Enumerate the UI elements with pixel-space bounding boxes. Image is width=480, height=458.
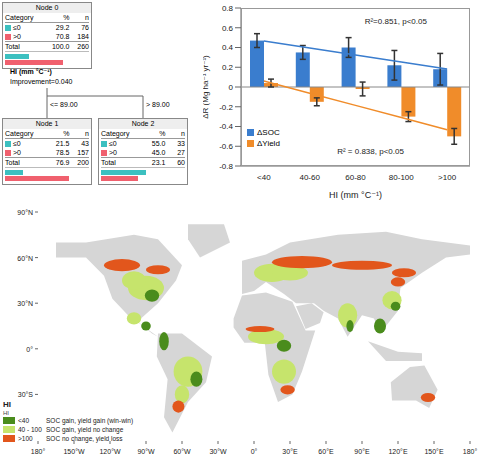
svg-text:150°W: 150°W [63, 448, 84, 455]
html-text:60: 60 [177, 159, 185, 166]
svg-text:>100: >100 [438, 173, 457, 182]
html-text:Total: Total [5, 159, 20, 166]
html-text:157: 157 [77, 149, 89, 156]
html-text:R² = 0.838, p<0.05: R² = 0.838, p<0.05 [337, 147, 404, 156]
svg-text:60°N: 60°N [17, 255, 33, 262]
svg-text:30°N: 30°N [17, 300, 33, 307]
html-text:Total: Total [5, 43, 20, 50]
html-text:≤0: ≤0 [13, 140, 21, 147]
html-text:23.1: 23.1 [151, 159, 166, 166]
html-text:>0: >0 [13, 33, 21, 40]
html-text:<= 89.00: <= 89.00 [50, 101, 78, 108]
html-text:29.2: 29.2 [55, 24, 70, 31]
svg-text:-0.2: -0.2 [219, 103, 233, 112]
html-text:184: 184 [77, 33, 89, 40]
html-text:≤0: ≤0 [109, 140, 117, 147]
svg-text:0.6: 0.6 [222, 24, 234, 33]
html-text:ΔYield: ΔYield [257, 138, 280, 148]
html-text:100.0: 100.0 [51, 43, 70, 50]
html-text:n: n [85, 130, 89, 137]
svg-text:0°: 0° [26, 346, 33, 353]
svg-text:HI: HI [8, 410, 9, 416]
html-text:Node 2: Node 2 [131, 120, 155, 127]
svg-text:90°E: 90°E [354, 448, 370, 455]
svg-text:SOC no change, yield loss: SOC no change, yield loss [46, 435, 123, 443]
svg-text:150°E: 150°E [424, 448, 443, 455]
svg-text:30°W: 30°W [209, 448, 227, 455]
html-text:Node 1: Node 1 [35, 120, 59, 127]
html-text:27: 27 [177, 149, 185, 156]
html-text:R²=0.851, p<0.05: R²=0.851, p<0.05 [364, 17, 427, 27]
svg-text:<40: <40 [18, 417, 29, 424]
html-text:Node 0: Node 0 [35, 4, 59, 11]
svg-text:120°E: 120°E [388, 448, 407, 455]
svg-text:HI: HI [8, 400, 11, 409]
svg-text:SOC gain, yield gain (win-win): SOC gain, yield gain (win-win) [46, 417, 133, 425]
html-text:21.5: 21.5 [55, 140, 70, 147]
svg-text:180°: 180° [31, 448, 46, 455]
svg-text:0.8: 0.8 [222, 4, 234, 13]
svg-text:40-60: 40-60 [299, 173, 320, 182]
svg-text:0.4: 0.4 [222, 43, 234, 52]
html-text:78.5: 78.5 [55, 149, 70, 156]
html-text:Category: Category [101, 130, 130, 137]
html-text:>0: >0 [13, 149, 21, 156]
svg-text:60°W: 60°W [173, 448, 191, 455]
html-text:Improvement=0.040: Improvement=0.040 [10, 78, 73, 85]
svg-text:-0.8: -0.8 [219, 162, 233, 171]
svg-text:0: 0 [229, 83, 234, 92]
svg-text:30°E: 30°E [282, 448, 298, 455]
svg-text:90°W: 90°W [137, 448, 155, 455]
html-text:n: n [181, 130, 185, 137]
html-text:76: 76 [81, 24, 89, 31]
html-text:> 89.00: > 89.00 [146, 101, 170, 108]
svg-text:>100: >100 [18, 435, 33, 442]
svg-text:0.2: 0.2 [222, 63, 234, 72]
html-text:ΔSOC: ΔSOC [257, 127, 280, 137]
html-text:33: 33 [177, 140, 185, 147]
svg-text:<40: <40 [257, 173, 271, 182]
svg-text:-0.4: -0.4 [219, 122, 233, 131]
svg-text:ΔR (Mg ha⁻¹ yr⁻¹): ΔR (Mg ha⁻¹ yr⁻¹) [203, 55, 210, 119]
svg-text:180°: 180° [463, 448, 472, 455]
html-text:Category: Category [5, 130, 34, 137]
html-text:n: n [85, 14, 89, 21]
html-text:Category: Category [5, 14, 34, 21]
svg-text:60-80: 60-80 [345, 173, 366, 182]
svg-text:80-100: 80-100 [389, 173, 414, 182]
svg-text:60°E: 60°E [318, 448, 334, 455]
html-text:>0: >0 [109, 149, 117, 156]
html-text:260: 260 [77, 43, 89, 50]
svg-text:0°: 0° [251, 448, 258, 455]
html-text:45.0: 45.0 [151, 149, 166, 156]
html-text:70.8: 70.8 [55, 33, 70, 40]
svg-text:30°S: 30°S [18, 391, 34, 398]
html-text:43: 43 [81, 140, 89, 147]
html-text:200: 200 [77, 159, 89, 166]
html-text:≤0: ≤0 [13, 24, 21, 31]
html-text:76.9: 76.9 [55, 159, 70, 166]
svg-text:120°W: 120°W [99, 448, 120, 455]
svg-text:-0.6: -0.6 [219, 142, 233, 151]
svg-text:HI (mm °C⁻¹): HI (mm °C⁻¹) [329, 190, 382, 200]
svg-text:40 - 100: 40 - 100 [18, 426, 42, 433]
html-text:55.0: 55.0 [151, 140, 166, 147]
html-text:HI (mm °C⁻¹): HI (mm °C⁻¹) [10, 68, 52, 75]
svg-text:90°N: 90°N [17, 209, 33, 216]
html-text:Total: Total [101, 159, 116, 166]
svg-text:SOC gain, yield no change: SOC gain, yield no change [46, 426, 124, 434]
